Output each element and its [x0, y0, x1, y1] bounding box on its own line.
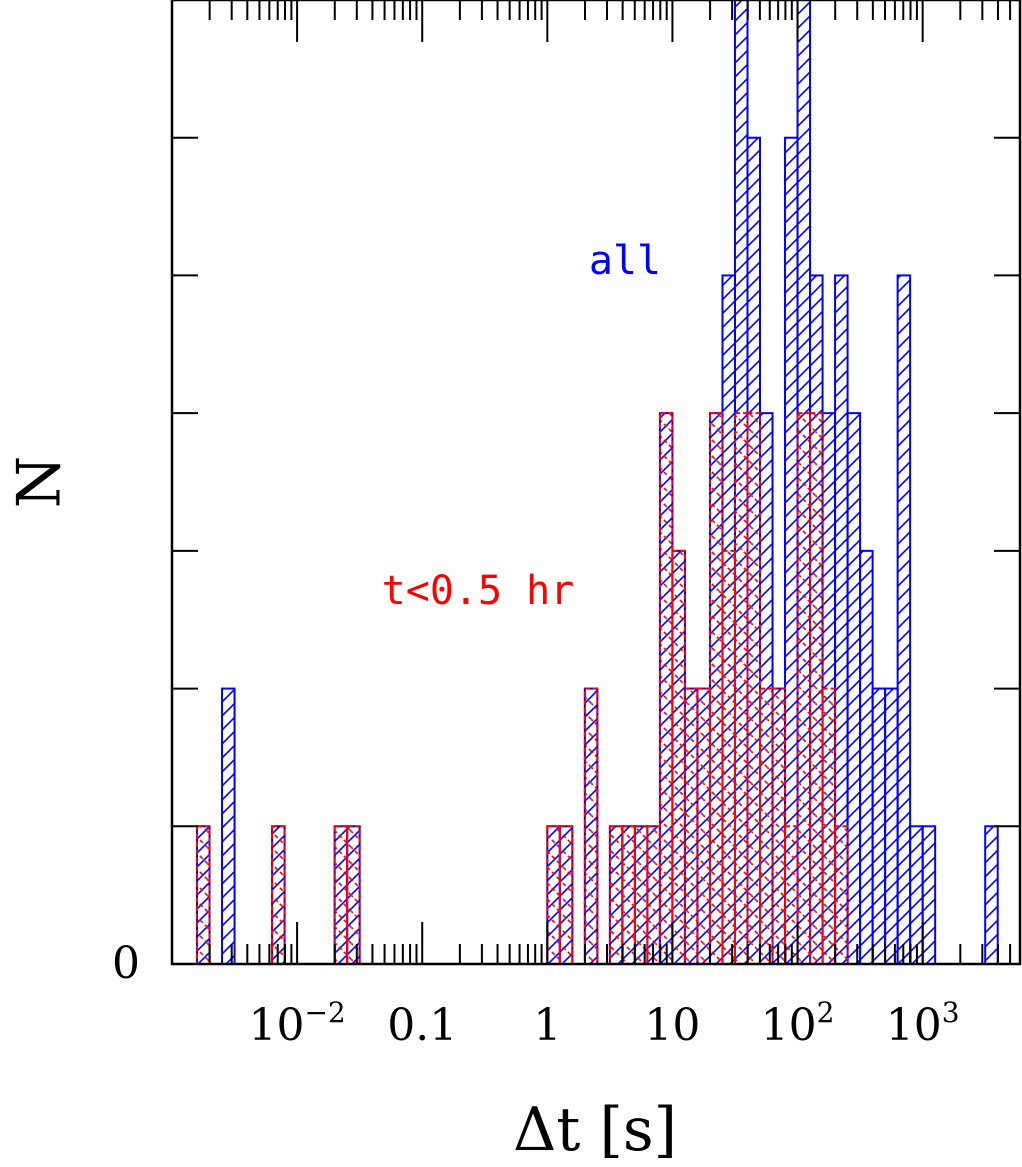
y-axis-label: N — [5, 456, 75, 509]
legend-label-all: all — [589, 238, 661, 284]
histogram-bar — [721, 549, 736, 965]
histogram-bar — [221, 687, 236, 965]
histogram-bar — [608, 825, 624, 965]
histogram-bar — [196, 825, 211, 965]
histogram-bar — [809, 412, 824, 965]
x-tick-label: 1 — [533, 1000, 561, 1051]
histogram-bar — [646, 825, 661, 965]
histogram-bar — [621, 825, 636, 965]
histogram-bar — [633, 825, 649, 965]
plot-frame — [170, 0, 1022, 966]
x-tick-label: 102 — [761, 996, 835, 1051]
histogram-bar — [546, 825, 561, 965]
x-tick-label: 103 — [886, 996, 960, 1051]
histogram-bar — [708, 412, 724, 965]
histogram-bar — [834, 825, 849, 965]
histogram-bar — [583, 687, 599, 965]
series-short — [196, 412, 849, 965]
y-tick-label: 0 — [112, 938, 140, 989]
histogram-bar — [771, 687, 787, 965]
histogram-bar — [921, 825, 937, 965]
histogram-bar — [871, 687, 887, 965]
ticks-layer — [171, 0, 1021, 964]
x-tick-label: 0.1 — [387, 1000, 457, 1051]
histogram-bar — [896, 274, 912, 965]
histogram-bar — [759, 687, 774, 965]
bars-layer — [196, 0, 999, 965]
histogram-bar — [658, 412, 674, 965]
histogram-bar — [333, 825, 349, 965]
histogram-bar — [884, 687, 899, 965]
histogram-bar — [821, 687, 837, 965]
histogram-bar — [558, 825, 574, 965]
histogram-bar — [346, 825, 361, 965]
histogram-bar — [271, 825, 286, 965]
histogram-bar — [859, 549, 874, 965]
histogram-bar — [909, 825, 924, 965]
x-tick-label: 10−2 — [248, 996, 345, 1051]
x-tick-label: 10 — [644, 1000, 700, 1051]
histogram-bar — [671, 549, 686, 965]
histogram-bar — [796, 412, 812, 965]
histogram-bar — [696, 687, 711, 965]
histogram-bar — [984, 825, 999, 965]
labels-layer: 10−2 0.1 1 10 102 103 0 — [112, 938, 960, 1051]
histogram-bar — [846, 412, 862, 965]
histogram-bar — [733, 412, 749, 965]
x-axis-label: Δt [s] — [513, 1095, 677, 1165]
histogram-bar — [784, 825, 799, 965]
legend-label-short: t<0.5 hr — [382, 568, 575, 614]
histogram-bar — [746, 412, 762, 965]
histogram-bar — [683, 687, 699, 965]
